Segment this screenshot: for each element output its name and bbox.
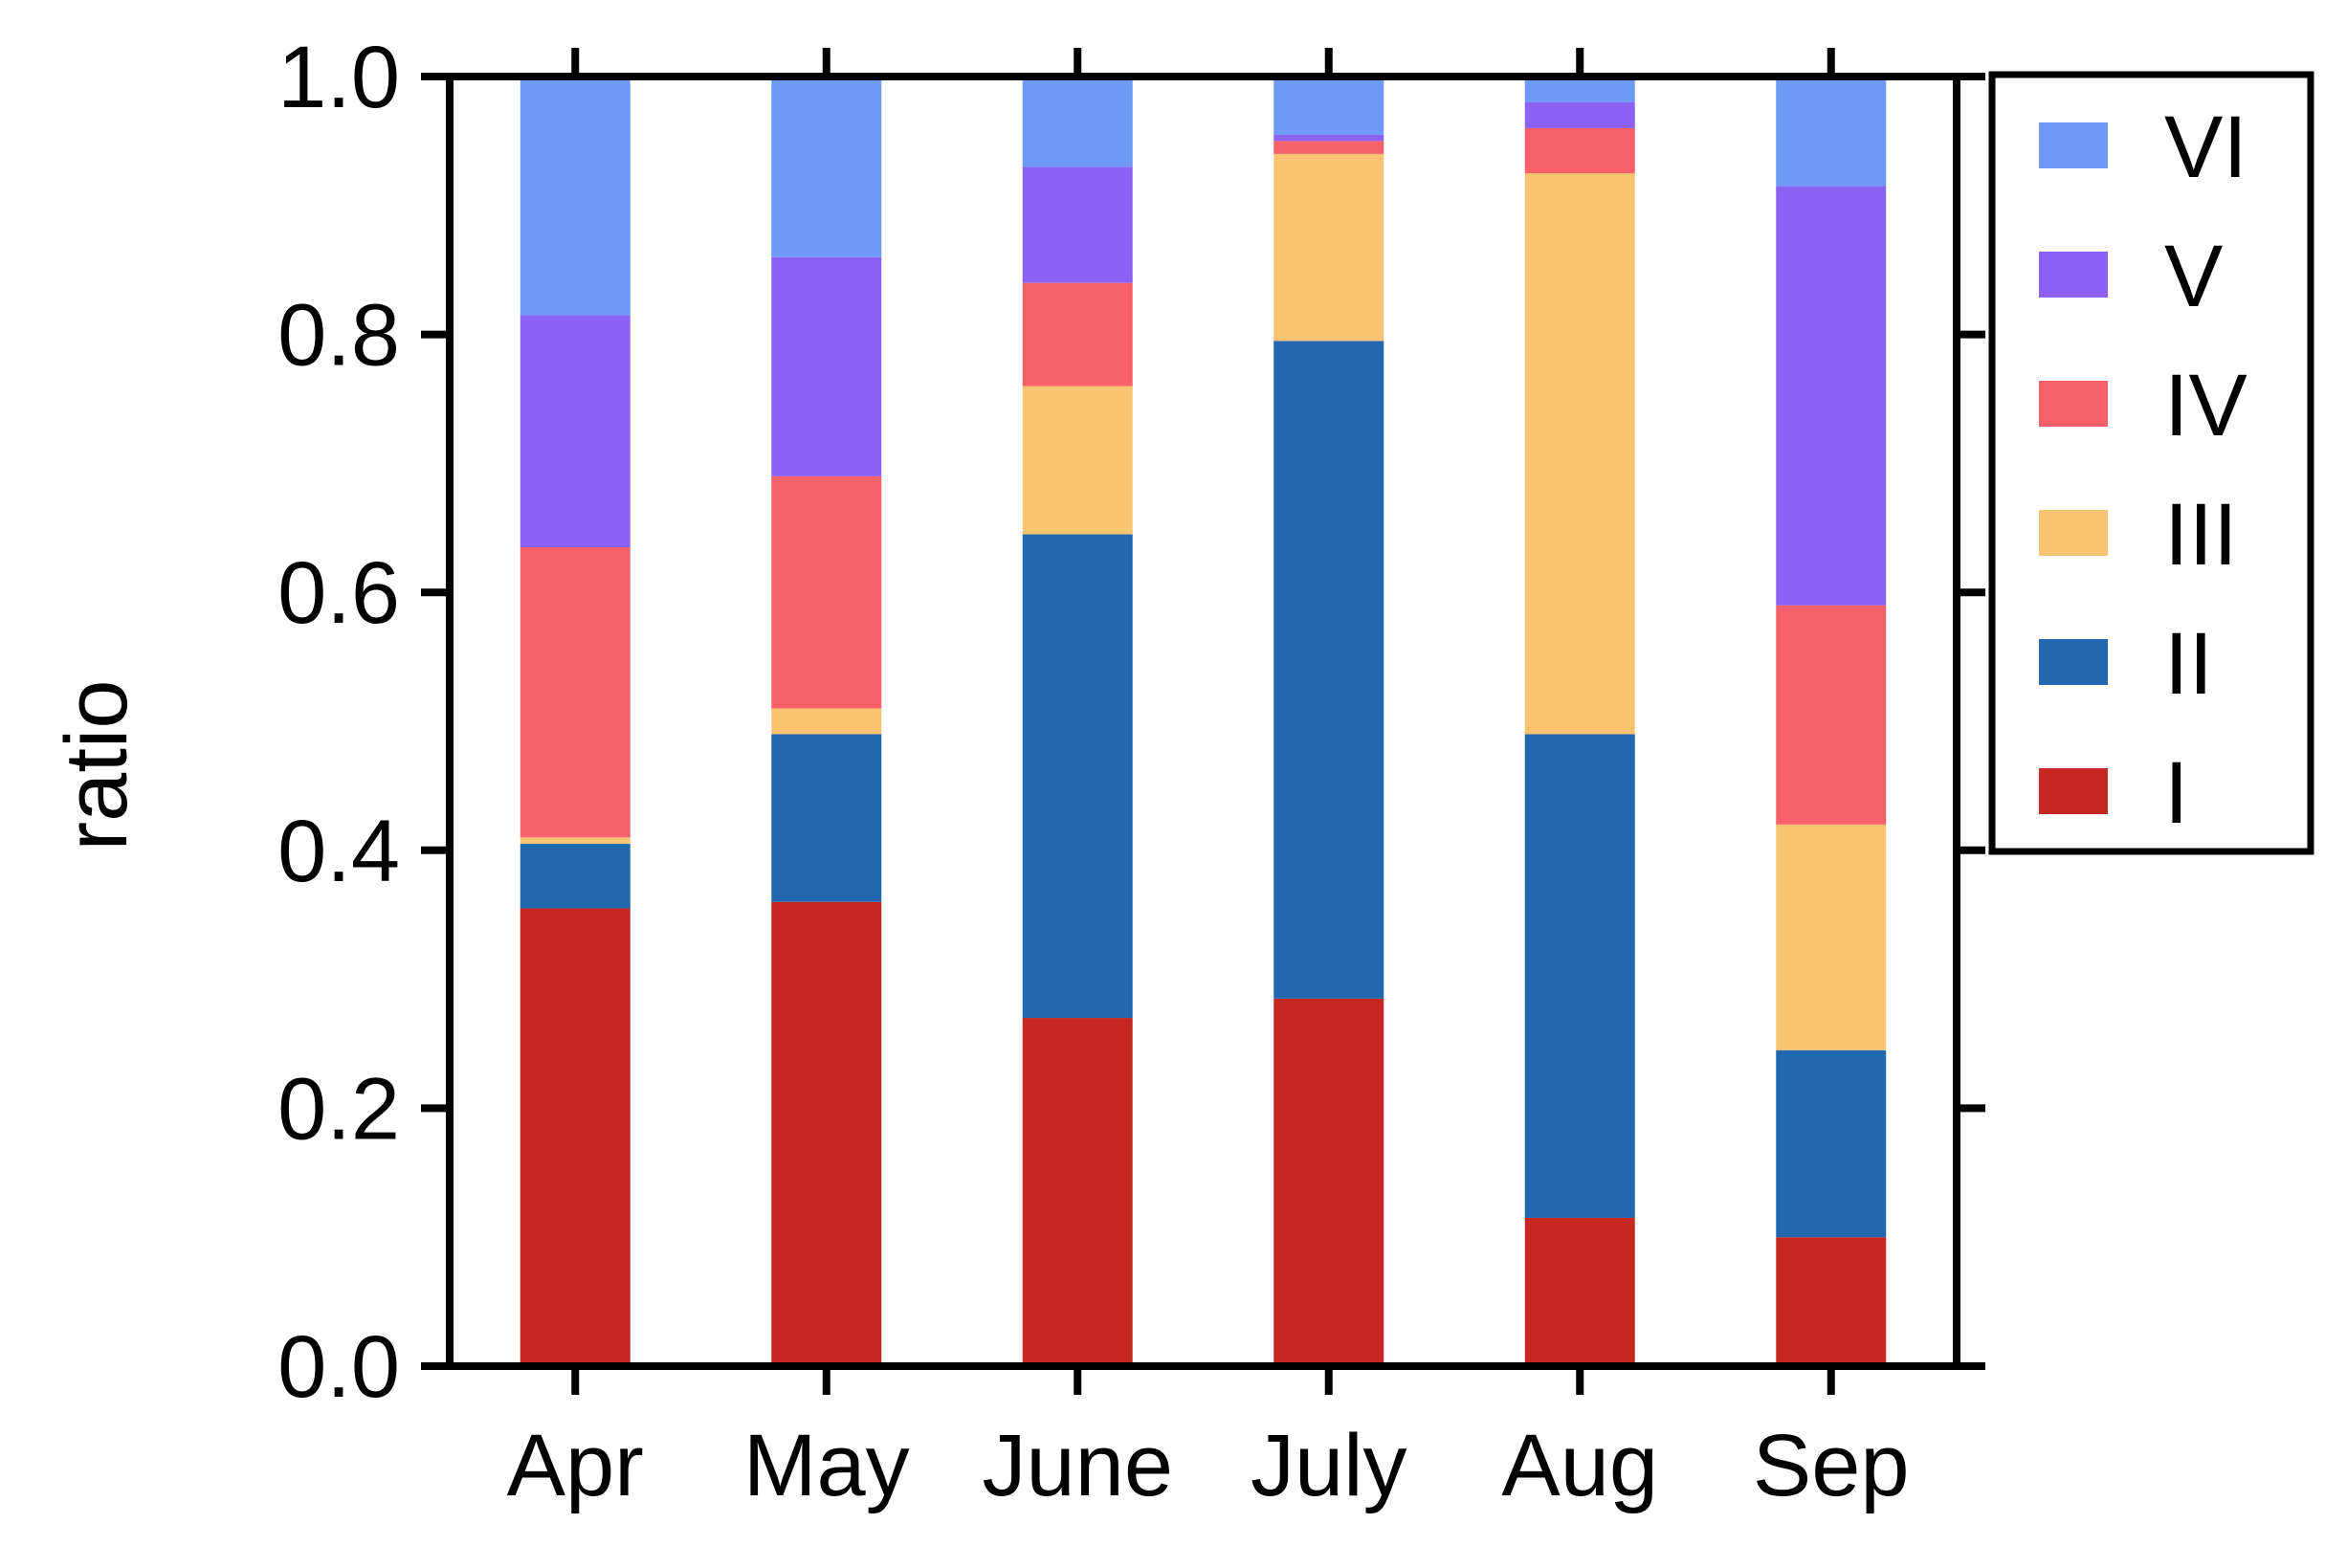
bar-segment-may-vi: [771, 77, 882, 257]
y-axis-label: ratio: [48, 680, 145, 851]
bar-segment-aug-iv: [1524, 127, 1635, 174]
bar-segment-sep-iv: [1776, 605, 1887, 825]
legend-swatch-vi: [2039, 122, 2108, 168]
bar-segment-aug-i: [1524, 1217, 1635, 1366]
bar-segment-apr-iv: [520, 547, 631, 838]
bar-segment-aug-ii: [1524, 734, 1635, 1218]
bar-segment-aug-v: [1524, 101, 1635, 128]
legend-label-iv: IV: [2164, 357, 2247, 454]
y-tick-label: 1.0: [277, 29, 400, 126]
y-tick-label: 0.0: [277, 1318, 400, 1416]
ticks-layer: 0.0 0.2 0.4 0.6 0.8 1.0 Apr May June July Aug Sep: [277, 29, 1985, 1514]
bar-segment-june-ii: [1022, 534, 1133, 1019]
bar-segment-sep-i: [1776, 1237, 1887, 1366]
bar-segment-apr-v: [520, 315, 631, 548]
y-tick-label: 0.6: [277, 544, 400, 642]
x-tick-label-sep: Sep: [1753, 1417, 1910, 1514]
legend-swatch-v: [2039, 252, 2108, 298]
bar-segment-july-vi: [1273, 77, 1384, 135]
bar-segment-july-i: [1273, 998, 1384, 1366]
legend-label-i: I: [2164, 744, 2189, 842]
bar-segment-june-vi: [1022, 77, 1133, 167]
x-tick-label-june: June: [983, 1417, 1174, 1514]
bar-segment-july-iv: [1273, 141, 1384, 154]
y-tick-label: 0.4: [277, 803, 400, 900]
bar-segment-june-iii: [1022, 386, 1133, 535]
legend-label-v: V: [2164, 228, 2223, 325]
legend-label-ii: II: [2164, 615, 2213, 713]
bar-segment-may-v: [771, 256, 882, 476]
bar-segment-apr-vi: [520, 77, 631, 316]
bar-segment-may-i: [771, 901, 882, 1366]
legend-swatch-iv: [2039, 381, 2108, 427]
x-tick-label-aug: Aug: [1501, 1417, 1658, 1514]
legend-swatch-i: [2039, 768, 2108, 814]
bar-segment-june-iv: [1022, 282, 1133, 386]
bar-segment-aug-vi: [1524, 77, 1635, 102]
bar-segment-july-v: [1273, 134, 1384, 142]
bar-segment-sep-iii: [1776, 824, 1887, 1050]
legend-box: [1988, 71, 2314, 855]
bar-segment-sep-ii: [1776, 1049, 1887, 1238]
x-tick-label-may: May: [743, 1417, 910, 1514]
y-tick-label: 0.2: [277, 1060, 400, 1158]
bar-segment-june-v: [1022, 166, 1133, 283]
bar-segment-june-i: [1022, 1018, 1133, 1366]
bar-segment-apr-i: [520, 908, 631, 1366]
legend-swatch-ii: [2039, 639, 2108, 685]
bar-segment-july-ii: [1273, 341, 1384, 999]
legend-label-iii: III: [2164, 486, 2238, 584]
bar-segment-sep-v: [1776, 186, 1887, 606]
bars-layer: [520, 77, 1887, 1366]
bar-segment-apr-ii: [520, 844, 631, 909]
bar-segment-aug-iii: [1524, 173, 1635, 735]
bar-segment-may-iv: [771, 475, 882, 709]
bar-segment-sep-vi: [1776, 77, 1887, 187]
bar-segment-may-iii: [771, 708, 882, 735]
legend-label-vi: VI: [2164, 99, 2247, 196]
bar-segment-july-iii: [1273, 153, 1384, 342]
legend-swatch-iii: [2039, 510, 2108, 556]
axes-layer: [440, 73, 1966, 1370]
y-tick-label: 0.8: [277, 287, 400, 385]
bar-segment-apr-iii: [520, 837, 631, 845]
x-tick-label-july: July: [1251, 1417, 1407, 1514]
bar-segment-may-ii: [771, 734, 882, 902]
x-tick-label-apr: Apr: [507, 1417, 644, 1514]
